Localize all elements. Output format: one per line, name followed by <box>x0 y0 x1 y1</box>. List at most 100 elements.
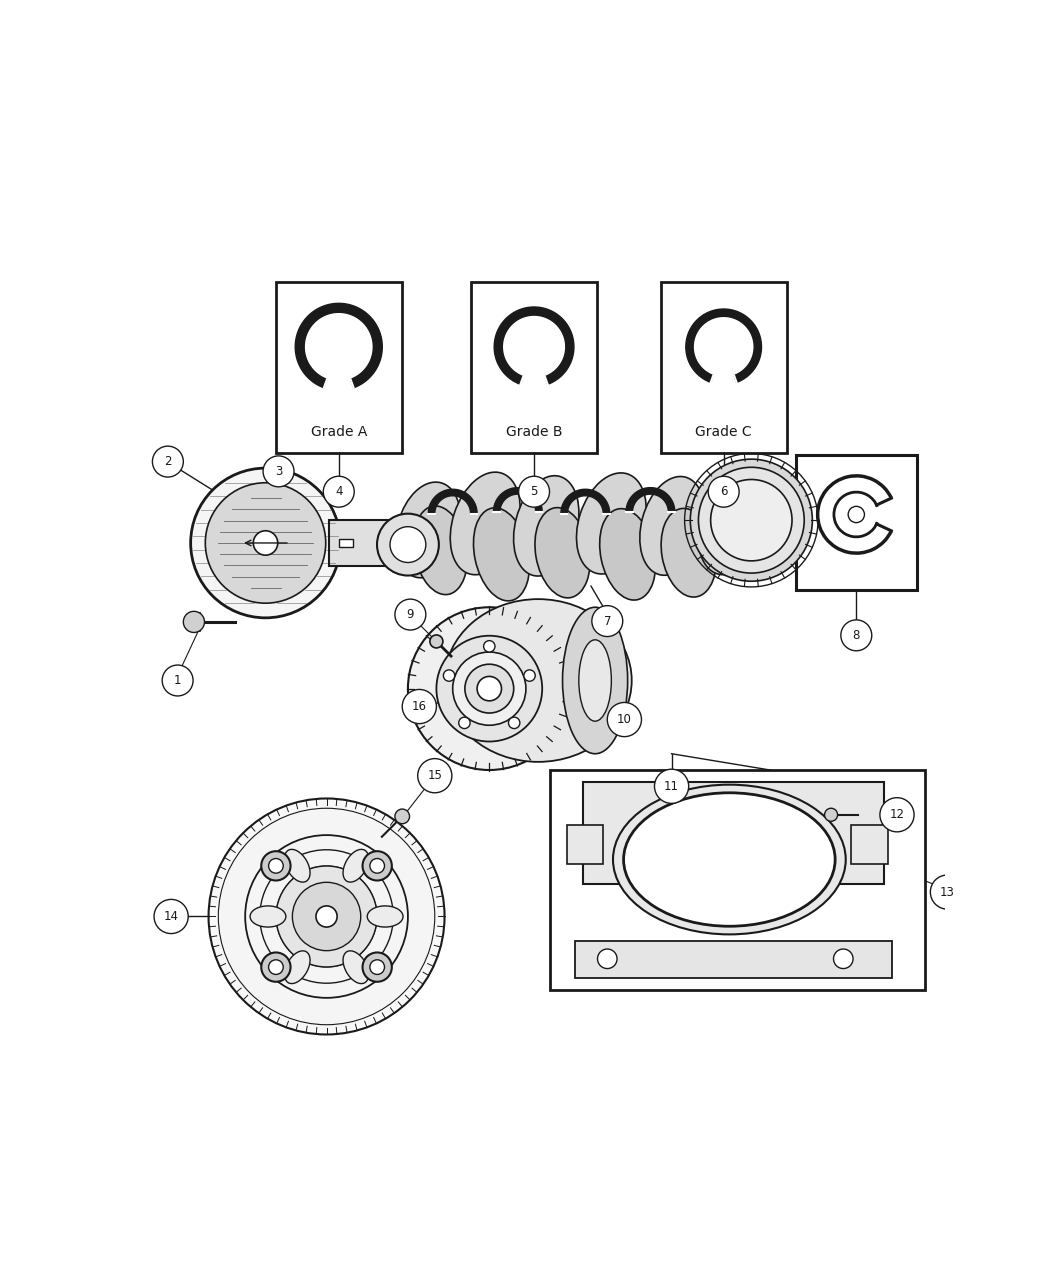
Polygon shape <box>686 309 761 382</box>
Circle shape <box>370 858 384 873</box>
Circle shape <box>395 599 426 630</box>
Circle shape <box>690 459 813 581</box>
Ellipse shape <box>576 473 646 574</box>
Circle shape <box>184 611 205 632</box>
Circle shape <box>443 669 455 681</box>
Circle shape <box>209 798 444 1034</box>
Text: 2: 2 <box>164 455 171 468</box>
Circle shape <box>152 446 184 477</box>
Circle shape <box>395 810 410 824</box>
Circle shape <box>191 468 340 618</box>
Circle shape <box>323 477 354 507</box>
Text: Grade B: Grade B <box>506 426 563 440</box>
Bar <box>852 825 888 863</box>
Circle shape <box>362 952 392 982</box>
Circle shape <box>218 808 435 1025</box>
Circle shape <box>402 690 437 724</box>
Ellipse shape <box>600 509 655 601</box>
Polygon shape <box>428 490 477 514</box>
Circle shape <box>592 606 623 636</box>
Ellipse shape <box>579 640 611 722</box>
Ellipse shape <box>563 607 628 754</box>
Ellipse shape <box>513 476 579 576</box>
Circle shape <box>841 620 872 650</box>
Circle shape <box>508 717 520 728</box>
Bar <box>276 282 402 453</box>
Ellipse shape <box>414 506 467 594</box>
Bar <box>796 455 917 590</box>
Circle shape <box>484 640 495 652</box>
Polygon shape <box>295 303 382 388</box>
Text: 1: 1 <box>174 674 182 687</box>
Text: 14: 14 <box>164 910 179 923</box>
Circle shape <box>437 636 542 742</box>
Circle shape <box>453 652 526 725</box>
Circle shape <box>269 960 284 974</box>
Circle shape <box>519 477 549 507</box>
Text: Grade A: Grade A <box>311 426 366 440</box>
Text: 10: 10 <box>617 713 632 725</box>
Circle shape <box>834 949 853 969</box>
Ellipse shape <box>450 472 520 575</box>
Text: 6: 6 <box>720 486 728 499</box>
Text: 11: 11 <box>664 780 679 793</box>
Circle shape <box>276 866 377 966</box>
Ellipse shape <box>474 507 529 601</box>
Circle shape <box>418 759 452 793</box>
Ellipse shape <box>624 793 835 926</box>
Circle shape <box>218 496 313 590</box>
Text: 7: 7 <box>604 615 611 627</box>
Circle shape <box>824 808 838 821</box>
Ellipse shape <box>534 507 590 598</box>
Ellipse shape <box>444 599 632 762</box>
Bar <box>190 613 200 631</box>
Bar <box>583 783 884 884</box>
Circle shape <box>316 907 337 927</box>
Circle shape <box>377 514 439 575</box>
Text: 5: 5 <box>530 486 538 499</box>
Circle shape <box>264 456 294 487</box>
Ellipse shape <box>285 951 310 983</box>
Bar <box>567 825 604 863</box>
Text: 9: 9 <box>406 608 414 621</box>
Text: 4: 4 <box>335 486 342 499</box>
Circle shape <box>261 952 291 982</box>
Circle shape <box>407 607 571 770</box>
Circle shape <box>162 666 193 696</box>
Circle shape <box>708 477 739 507</box>
Ellipse shape <box>698 472 769 575</box>
Circle shape <box>698 468 804 572</box>
Circle shape <box>269 858 284 873</box>
Bar <box>660 282 786 453</box>
Circle shape <box>597 949 617 969</box>
Circle shape <box>880 798 915 831</box>
Ellipse shape <box>250 907 286 927</box>
Text: 16: 16 <box>412 700 426 713</box>
Circle shape <box>253 530 277 555</box>
Bar <box>471 282 597 453</box>
Bar <box>329 520 394 566</box>
Circle shape <box>477 677 502 701</box>
Ellipse shape <box>285 849 310 882</box>
Circle shape <box>524 669 536 681</box>
Polygon shape <box>626 487 675 513</box>
Circle shape <box>465 664 513 713</box>
Ellipse shape <box>368 907 403 927</box>
Circle shape <box>370 960 384 974</box>
Circle shape <box>154 899 188 933</box>
Circle shape <box>930 875 965 909</box>
Circle shape <box>206 483 326 603</box>
Polygon shape <box>494 487 542 513</box>
Ellipse shape <box>391 520 405 566</box>
Ellipse shape <box>639 477 705 575</box>
Text: Grade C: Grade C <box>695 426 752 440</box>
Text: 8: 8 <box>853 629 860 641</box>
Ellipse shape <box>343 849 369 882</box>
Circle shape <box>261 852 291 881</box>
Ellipse shape <box>613 784 845 935</box>
Text: 15: 15 <box>427 769 442 782</box>
Circle shape <box>292 882 361 951</box>
Ellipse shape <box>662 509 716 597</box>
Circle shape <box>711 479 792 561</box>
Polygon shape <box>561 490 610 514</box>
